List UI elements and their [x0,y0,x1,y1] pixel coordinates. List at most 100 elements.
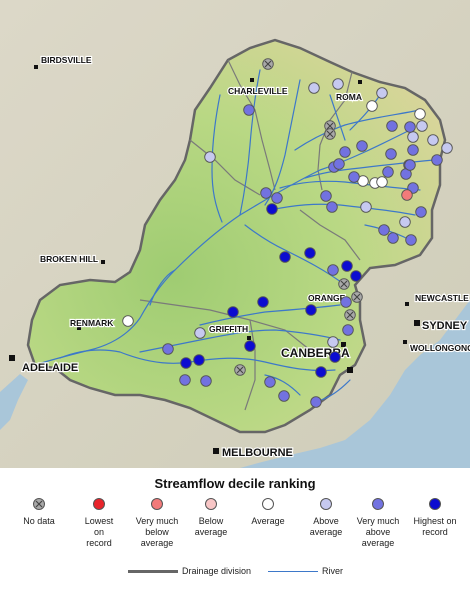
legend-item-average: Average [235,498,301,527]
station-marker [162,343,174,355]
station-marker [257,296,269,308]
label-melbourne: MELBOURNE [222,447,293,459]
station-marker [260,187,272,199]
station-marker [376,87,388,99]
marker-icon [93,498,105,510]
legend-item-below-average: Below average [178,498,244,538]
station-marker [386,120,398,132]
station-marker [415,206,427,218]
gulf-st-vincent [0,374,28,430]
station-marker [204,151,216,163]
station-marker [431,154,443,166]
marker-icon [205,498,217,510]
station-marker [227,306,239,318]
legend-item-label: Below average [194,516,228,537]
marker-icon [320,498,332,510]
station-marker [243,104,255,116]
legend-item-very-much-above-average: Very much above average [345,498,411,549]
station-marker [179,374,191,386]
legend-item-highest-on-record: Highest on record [402,498,468,538]
station-marker [278,390,290,402]
station-marker [441,142,453,154]
drainage-division-line-icon [128,570,178,574]
station-marker [407,144,419,156]
station-marker [414,108,426,120]
legend: Streamflow decile ranking No data Lowest o… [0,468,470,600]
no-data-cross-icon [264,60,272,68]
station-marker [387,232,399,244]
no-data-cross-icon [326,122,334,130]
station-marker [341,260,353,272]
legend-item-no-data: No data [6,498,72,527]
no-data-cross-icon [340,280,348,288]
marker-icon [262,498,274,510]
station-marker [333,158,345,170]
legend-item-label: Above average [309,516,343,537]
marker-icon [429,498,441,510]
station-marker [327,336,339,348]
station-marker [356,140,368,152]
station-marker [310,396,322,408]
station-marker [404,159,416,171]
river-line-icon [268,571,318,573]
station-marker [407,131,419,143]
station-marker [332,78,344,90]
station-marker [305,304,317,316]
station-marker [326,201,338,213]
legend-item-label: No data [23,516,55,526]
station-marker [193,354,205,366]
station-marker [180,357,192,369]
no-data-cross-icon [353,293,361,301]
station-marker [264,376,276,388]
no-data-cross-icon [346,311,354,319]
station-marker [320,190,332,202]
station-marker [200,375,212,387]
legend-item-very-much-below-average: Very much below average [124,498,190,549]
no-data-cross-icon [326,130,334,138]
station-marker [360,201,372,213]
basin-area [26,38,447,434]
station-marker [329,351,341,363]
label-birdsville: BIRDSVILLE [41,55,92,65]
station-marker [401,189,413,201]
station-marker [266,203,278,215]
station-marker [378,224,390,236]
label-adelaide: ADELAIDE [22,362,78,374]
legend-item-label: Very much above average [356,516,400,548]
station-marker [416,120,428,132]
station-marker [308,82,320,94]
station-marker [194,327,206,339]
station-marker [382,166,394,178]
station-marker [342,324,354,336]
marker-icon [372,498,384,510]
legend-drainage-division-label: Drainage division [182,566,252,576]
legend-river-label: River [322,566,344,576]
station-marker [350,270,362,282]
station-marker [315,366,327,378]
label-roma: ROMA [336,92,362,102]
station-marker [385,148,397,160]
station-marker [348,171,360,183]
legend-title: Streamflow decile ranking [154,476,316,491]
marker-icon [151,498,163,510]
legend-item-label: Highest on record [413,516,457,537]
label-newcastle: NEWCASTLE [415,293,469,303]
station-marker [366,100,378,112]
station-marker [404,121,416,133]
legend-item-label: Very much below average [135,516,179,548]
label-griffith: GRIFFITH [209,324,248,334]
station-marker [399,216,411,228]
label-broken-hill: BROKEN HILL [40,254,98,264]
legend-item-lowest-on-record: Lowest on record [66,498,132,549]
station-marker [427,134,439,146]
legend-drainage-division: Drainage division [128,566,251,576]
station-marker [339,146,351,158]
label-orange: ORANGE [308,293,346,303]
station-marker [327,264,339,276]
label-sydney: SYDNEY [422,320,468,332]
legend-item-label: Lowest on record [84,516,114,548]
station-marker [405,234,417,246]
station-marker [271,192,283,204]
legend-river: River [268,566,343,576]
station-marker [122,315,134,327]
